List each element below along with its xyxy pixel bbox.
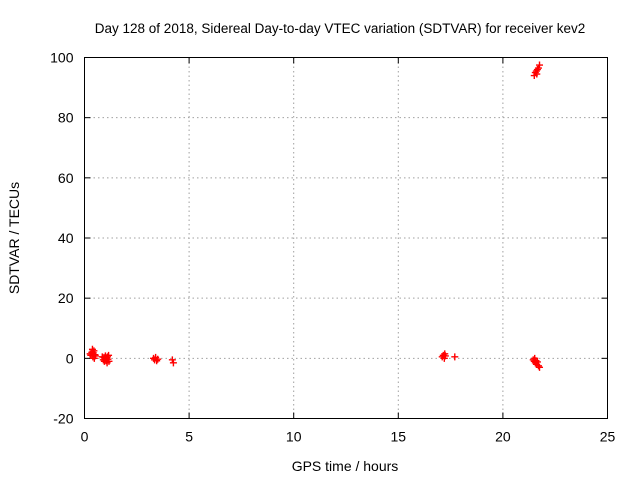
data-point xyxy=(105,351,113,359)
data-point xyxy=(91,352,99,360)
data-point xyxy=(169,359,177,367)
x-tick-label: 10 xyxy=(286,429,302,445)
data-point xyxy=(536,61,544,69)
y-tick-label: 20 xyxy=(58,290,74,306)
data-point xyxy=(90,347,98,355)
x-axis-label: GPS time / hours xyxy=(292,458,399,474)
data-point xyxy=(533,70,541,78)
x-tick-labels: 0 5 10 15 20 25 xyxy=(81,429,616,445)
chart-title: Day 128 of 2018, Sidereal Day-to-day VTE… xyxy=(95,21,585,36)
y-tick-label: 80 xyxy=(58,110,74,126)
data-point xyxy=(536,363,544,371)
data-point xyxy=(153,357,161,365)
data-point xyxy=(451,353,459,361)
data-point xyxy=(534,362,542,370)
y-axis-label: SDTVAR / TECUs xyxy=(6,182,22,294)
grid-lines xyxy=(84,57,608,419)
data-point xyxy=(88,345,96,353)
data-points xyxy=(86,61,544,371)
x-tick-label: 25 xyxy=(600,429,616,445)
data-point xyxy=(105,357,113,365)
x-tick-label: 0 xyxy=(81,429,89,445)
y-tick-labels: -20 0 20 40 60 80 100 xyxy=(50,50,74,427)
x-tick-label: 20 xyxy=(495,429,511,445)
data-point xyxy=(154,355,162,363)
plot-frame xyxy=(84,57,608,419)
x-tick-label: 15 xyxy=(391,429,407,445)
y-tick-label: 100 xyxy=(50,50,74,66)
y-tick-label: 0 xyxy=(66,350,74,366)
y-tick-label: 60 xyxy=(58,170,74,186)
data-point xyxy=(533,358,541,366)
data-point xyxy=(441,352,449,360)
x-tick-label: 5 xyxy=(185,429,193,445)
y-tick-label: 40 xyxy=(58,230,74,246)
y-tick-label: -20 xyxy=(53,411,73,427)
